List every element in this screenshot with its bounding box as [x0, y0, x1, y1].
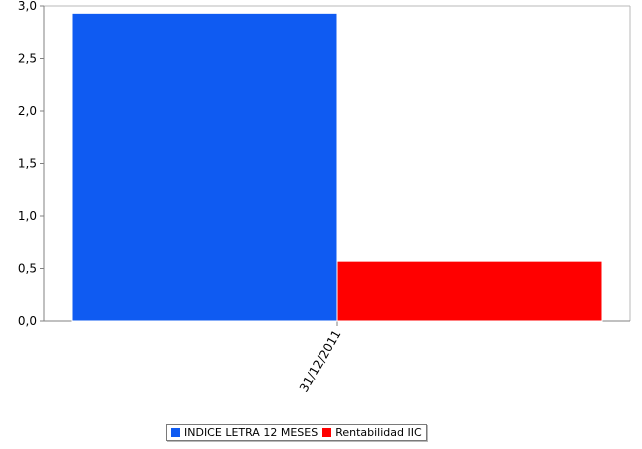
y-tick-label: 0,5 — [18, 262, 37, 276]
legend: INDICE LETRA 12 MESES Rentabilidad IIC — [166, 424, 427, 441]
bar-rentabilidad — [336, 260, 603, 322]
y-tick-label: 3,0 — [18, 0, 37, 13]
legend-item-indice-letra: INDICE LETRA 12 MESES — [171, 426, 318, 439]
y-tick-label: 0,0 — [18, 314, 37, 328]
legend-swatch-rentabilidad — [322, 428, 332, 437]
x-tick-label: 31/12/2011 — [297, 328, 344, 395]
legend-label-rentabilidad: Rentabilidad IIC — [335, 426, 422, 439]
bars-layer — [71, 12, 603, 322]
y-tick-label: 2,0 — [18, 104, 37, 118]
bar-indice-letra — [71, 12, 338, 322]
legend-label-indice-letra: INDICE LETRA 12 MESES — [184, 426, 319, 439]
legend-item-rentabilidad: Rentabilidad IIC — [322, 426, 422, 439]
legend-swatch-indice-letra — [171, 428, 180, 437]
y-tick-label: 1,0 — [18, 209, 37, 223]
y-tick-label: 1,5 — [18, 157, 37, 171]
y-tick-label: 2,5 — [18, 52, 37, 66]
